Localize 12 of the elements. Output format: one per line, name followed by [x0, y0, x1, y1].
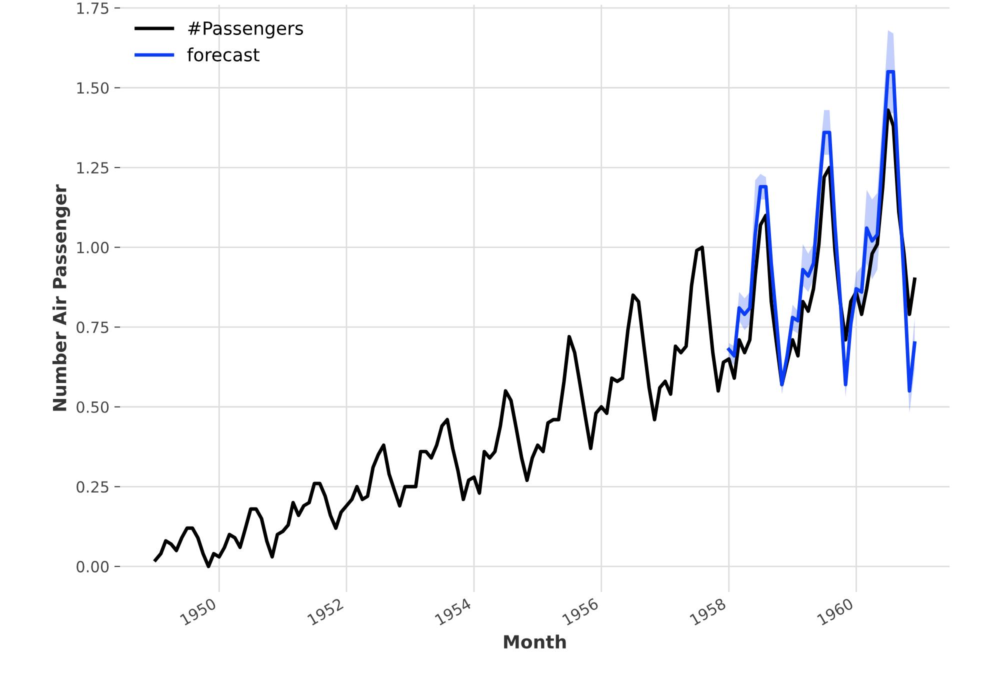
y-tick-label: 1.50	[77, 82, 109, 94]
y-axis-title: Number Air Passenger	[52, 184, 70, 411]
y-tick-label: 0.00	[76, 560, 109, 572]
x-axis-title: Month	[504, 634, 566, 649]
y-tick-label: 1.00	[77, 242, 109, 254]
legend-label: forecast	[187, 48, 260, 62]
y-tick-label: 0.75	[76, 322, 108, 334]
y-tick-label: 1.25	[77, 162, 108, 174]
y-tick-label: 0.50	[76, 401, 109, 413]
y-tick-label: 0.25	[76, 481, 108, 493]
legend-label: #Passengers	[188, 22, 304, 38]
y-tick-label: 1.75	[77, 2, 108, 14]
